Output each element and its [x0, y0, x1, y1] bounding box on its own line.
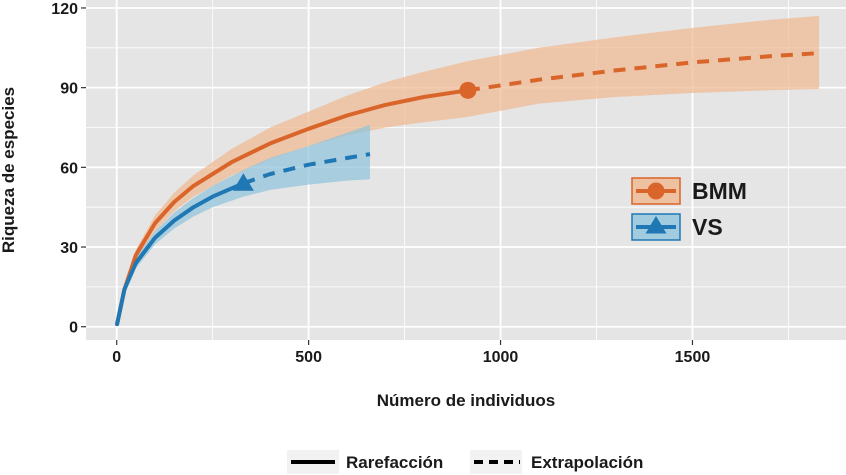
vs-legend-marker: [645, 216, 667, 234]
bmm-reference-marker: [459, 81, 477, 99]
vs-legend-label: VS: [692, 214, 723, 240]
reference-markers: [232, 81, 477, 191]
series-legend: BMM VS: [631, 177, 747, 241]
rarefaction-label: Rarefacción: [346, 453, 443, 472]
y-tick-label: 30: [60, 240, 78, 257]
bmm-legend-label: BMM: [692, 178, 747, 204]
bmm-rarefaction-line: [115, 88, 470, 327]
series-lines: [115, 51, 820, 327]
bmm-confidence-band: [117, 15, 820, 325]
x-axis-title: Número de individuos: [377, 391, 556, 410]
x-tick-label: 1000: [483, 349, 519, 366]
y-axis-title: Riqueza de especies: [0, 87, 18, 253]
bmm-legend-marker: [647, 182, 665, 200]
y-tick-label: 120: [51, 1, 78, 18]
y-tick-label: 60: [60, 160, 78, 177]
vs-confidence-band: [117, 124, 370, 325]
y-tick-label: 0: [69, 320, 78, 337]
vs-extrapolation-line: [242, 152, 371, 186]
x-tick-label: 500: [295, 349, 322, 366]
extrapolation-label: Extrapolación: [531, 453, 643, 472]
x-tick-label: 1500: [675, 349, 711, 366]
confidence-bands: [117, 15, 820, 325]
line-type-legend: Rarefacción Extrapolación: [287, 450, 643, 474]
x-tick-label: 0: [112, 349, 121, 366]
y-tick-label: 90: [60, 81, 78, 98]
vs-rarefaction-line: [115, 181, 246, 327]
vs-reference-marker: [232, 173, 254, 191]
axes: 0 500 1000 1500 0 30 60 90 120: [51, 1, 710, 366]
